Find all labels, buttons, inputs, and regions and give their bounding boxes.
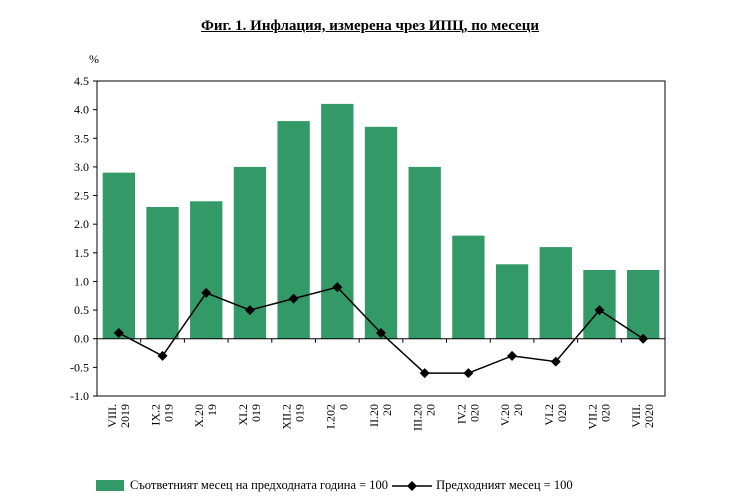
bar bbox=[452, 235, 485, 339]
y-tick-label: 1.5 bbox=[74, 246, 89, 260]
bar bbox=[364, 126, 398, 339]
line-marker bbox=[244, 305, 255, 316]
y-tick-label: 2.0 bbox=[74, 217, 89, 231]
line-marker bbox=[113, 328, 124, 338]
y-tick-label: 3.5 bbox=[74, 131, 89, 145]
y-tick-label: 4.0 bbox=[74, 103, 89, 117]
x-tick-label: V.2020 bbox=[498, 404, 525, 426]
line-marker bbox=[376, 328, 386, 338]
line-marker bbox=[594, 305, 605, 316]
x-tick-label: I.2020 bbox=[323, 404, 350, 429]
line-marker bbox=[463, 368, 474, 379]
y-tick-label: -1.0 bbox=[70, 389, 89, 403]
x-tick-label: IV.2020 bbox=[454, 404, 481, 424]
x-tick-label: VIII.2019 bbox=[105, 404, 132, 428]
line-marker bbox=[638, 333, 649, 344]
x-tick-label: VIII.2020 bbox=[629, 404, 656, 428]
bar bbox=[583, 270, 616, 339]
x-tick-label: XII.2019 bbox=[280, 404, 307, 430]
bar bbox=[539, 247, 572, 339]
line-marker bbox=[507, 350, 518, 361]
x-tick-label: VI.2020 bbox=[542, 404, 569, 426]
line-marker bbox=[201, 287, 212, 298]
x-tick-label: X.2019 bbox=[192, 404, 219, 428]
x-tick-label: IX.2019 bbox=[149, 404, 176, 426]
y-tick-label: 2.5 bbox=[74, 189, 89, 203]
x-tick-label: XI.2019 bbox=[236, 404, 263, 426]
bar bbox=[102, 172, 136, 339]
bar bbox=[408, 166, 441, 339]
y-tick-label: 3.0 bbox=[74, 160, 89, 174]
bar bbox=[495, 264, 529, 339]
bar bbox=[277, 121, 310, 339]
bar bbox=[146, 207, 179, 339]
line-marker bbox=[288, 293, 299, 304]
line-marker bbox=[332, 282, 343, 293]
line-marker bbox=[419, 368, 430, 379]
bar bbox=[626, 270, 660, 339]
y-tick-label: 4.5 bbox=[74, 74, 89, 88]
y-tick-label: 1.0 bbox=[74, 274, 89, 288]
legend-line-swatch bbox=[392, 480, 433, 491]
y-tick-label: 0.0 bbox=[74, 332, 89, 346]
legend-bar-label: Съответният месец на предходната година … bbox=[130, 478, 389, 492]
bar bbox=[321, 103, 354, 339]
y-tick-label: -0.5 bbox=[70, 360, 89, 374]
x-tick-label: III.2020 bbox=[411, 404, 438, 431]
line-marker bbox=[157, 350, 168, 361]
x-tick-label: II.2020 bbox=[367, 404, 394, 427]
legend: Съответният месец на предходната година … bbox=[96, 478, 573, 493]
y-axis-label: % bbox=[89, 52, 99, 66]
y-tick-label: 0.5 bbox=[74, 303, 89, 317]
chart-title: Фиг. 1. Инфлация, измерена чрез ИПЦ, по … bbox=[201, 18, 539, 34]
chart: 4.5 4.0 3.5 3.0 2.5 2.0 1.5 1.0 0.5 0.0 -0.5 -1.0% V… bbox=[70, 52, 666, 431]
x-tick-label: VII.2020 bbox=[585, 404, 612, 430]
legend-bar-swatch bbox=[96, 480, 124, 491]
bar bbox=[190, 201, 223, 339]
legend-line-label: Предходният месец = 100 bbox=[436, 478, 573, 492]
plot-frame bbox=[96, 80, 666, 397]
line-marker bbox=[550, 356, 561, 367]
